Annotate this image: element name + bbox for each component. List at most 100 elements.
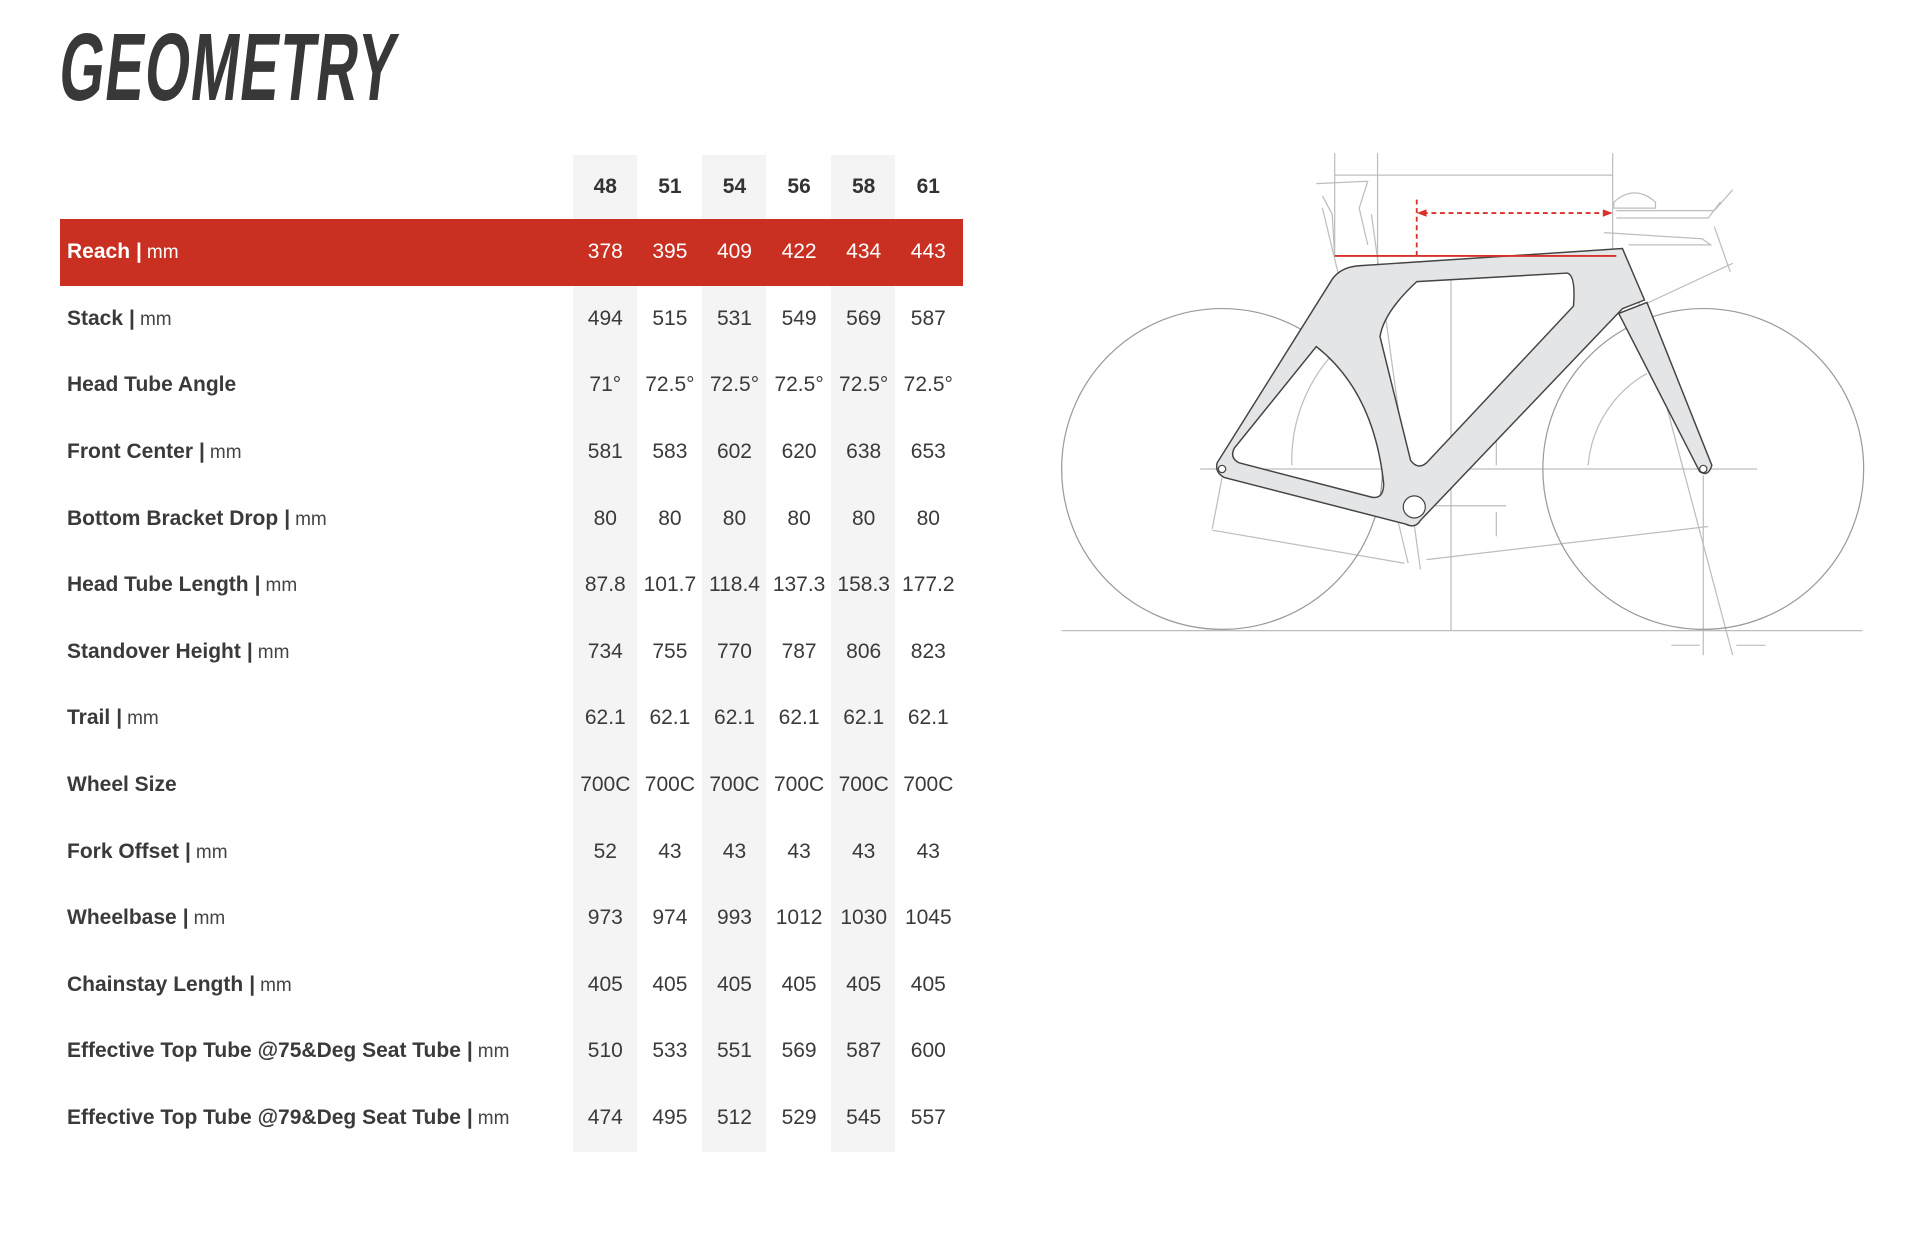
row-label-separator: | xyxy=(466,1106,473,1130)
row-label-name: Stack xyxy=(67,306,124,330)
table-row: Front Center | mm 581 583 602 620 638 653 xyxy=(60,419,963,486)
row-label-name: Effective Top Tube @75&Deg Seat Tube xyxy=(67,1039,461,1063)
column-stripe xyxy=(702,155,766,1152)
row-label: Chainstay Length | mm xyxy=(67,973,292,997)
value-cell: 495 xyxy=(652,1106,688,1130)
table-row: Chainstay Length | mm 405 405 405 405 405 405 xyxy=(60,952,963,1019)
row-label-name: Chainstay Length xyxy=(67,972,244,996)
table-row: Effective Top Tube @75&Deg Seat Tube | mm 5… xyxy=(60,1018,963,1085)
value-cell: 118.4 xyxy=(708,573,760,597)
value-cell: 515 xyxy=(652,306,688,330)
value-cell: 62.1 xyxy=(843,706,885,730)
size-header-row: 48 51 54 56 58 61 xyxy=(60,155,963,219)
value-cell: 569 xyxy=(846,306,882,330)
row-label-name: Bottom Bracket Drop xyxy=(67,506,279,530)
value-cell: 405 xyxy=(781,972,817,996)
value-cell: 587 xyxy=(910,306,946,330)
row-label-name: Trail xyxy=(67,706,111,730)
value-cell: 43 xyxy=(787,839,811,863)
value-cell: 405 xyxy=(716,972,752,996)
table-row: Standover Height | mm 734 755 770 787 806 823 xyxy=(60,619,963,686)
value-cell: 569 xyxy=(781,1039,817,1063)
value-cell: 600 xyxy=(910,1039,946,1063)
row-label-name: Head Tube Length xyxy=(67,573,249,597)
table-row: Head Tube Length | mm 87.8 101.7 118.4 137.3 15… xyxy=(60,552,963,619)
row-unit: mm xyxy=(477,1041,510,1063)
value-cell: 581 xyxy=(587,440,623,464)
bottom-bracket xyxy=(1402,495,1426,519)
value-cell: 787 xyxy=(781,639,817,663)
value-cell: 405 xyxy=(587,972,623,996)
value-cell: 72.5° xyxy=(903,373,953,397)
value-cell: 549 xyxy=(781,306,817,330)
row-unit: mm xyxy=(209,442,242,464)
value-cell: 474 xyxy=(587,1106,623,1130)
value-cell: 80 xyxy=(722,506,747,530)
value-cell: 512 xyxy=(716,1106,752,1130)
table-row: Head Tube Angle 71° 72.5° 72.5° 72.5° 72.5° 72… xyxy=(60,352,963,419)
value-cell: 43 xyxy=(916,839,940,863)
row-label-separator: | xyxy=(284,506,291,530)
size-header: 48 xyxy=(593,175,617,198)
row-label: Fork Offset | mm xyxy=(67,840,228,864)
row-label: Trail | mm xyxy=(67,706,159,730)
value-cell: 557 xyxy=(910,1106,946,1130)
row-label-separator: | xyxy=(182,906,189,930)
row-label-separator: | xyxy=(116,706,123,730)
row-unit: mm xyxy=(127,708,159,730)
value-cell: 422 xyxy=(781,240,817,264)
row-unit: mm xyxy=(295,508,327,530)
row-label: Head Tube Angle xyxy=(67,373,236,397)
value-cell: 62.1 xyxy=(649,706,691,730)
row-label-name: Standover Height xyxy=(67,639,241,663)
table-row: Reach | mm 378 395 409 422 434 443 xyxy=(60,219,963,286)
row-label-name: Effective Top Tube @79&Deg Seat Tube xyxy=(67,1106,461,1130)
row-unit: mm xyxy=(260,974,292,996)
value-cell: 80 xyxy=(916,506,940,530)
value-cell: 80 xyxy=(658,506,682,530)
value-cell: 1045 xyxy=(904,906,952,930)
value-cell: 510 xyxy=(587,1039,623,1063)
value-cell: 700C xyxy=(580,773,631,797)
row-label: Bottom Bracket Drop | mm xyxy=(67,507,327,531)
fork xyxy=(1617,301,1713,475)
row-label: Wheel Size xyxy=(67,773,177,797)
value-cell: 993 xyxy=(716,906,752,930)
row-unit: mm xyxy=(193,908,226,930)
table-row: Fork Offset | mm 52 43 43 43 43 43 xyxy=(60,818,963,885)
value-cell: 533 xyxy=(652,1039,688,1063)
value-cell: 52 xyxy=(593,839,617,863)
size-header: 61 xyxy=(916,175,940,198)
row-label-separator: | xyxy=(129,306,135,330)
row-unit: mm xyxy=(265,575,298,597)
row-label-name: Front Center xyxy=(67,440,193,464)
value-cell: 620 xyxy=(781,440,817,464)
value-cell: 137.3 xyxy=(772,573,826,597)
row-label: Head Tube Length | mm xyxy=(67,573,297,597)
value-cell: 43 xyxy=(722,839,747,863)
value-cell: 545 xyxy=(846,1106,882,1130)
row-unit: mm xyxy=(477,1108,510,1130)
value-cell: 72.5° xyxy=(839,373,889,397)
row-label-separator: | xyxy=(254,573,261,597)
value-cell: 443 xyxy=(910,240,946,264)
value-cell: 700C xyxy=(709,773,760,797)
table-row: Bottom Bracket Drop | mm 80 80 80 80 80 80 xyxy=(60,485,963,552)
value-cell: 71° xyxy=(589,373,622,397)
row-label-name: Head Tube Angle xyxy=(67,373,237,397)
frame xyxy=(1215,247,1646,527)
table-row: Wheelbase | mm 973 974 993 1012 1030 1045 xyxy=(60,885,963,952)
value-cell: 700C xyxy=(903,773,954,797)
size-header: 58 xyxy=(852,175,876,198)
value-cell: 395 xyxy=(652,240,688,264)
table-row: Effective Top Tube @79&Deg Seat Tube | mm 4… xyxy=(60,1085,963,1152)
row-unit: mm xyxy=(146,242,179,264)
value-cell: 638 xyxy=(846,440,882,464)
value-cell: 43 xyxy=(658,839,682,863)
value-cell: 62.1 xyxy=(778,706,820,730)
table-row: Trail | mm 62.1 62.1 62.1 62.1 62.1 62.1 xyxy=(60,685,963,752)
row-label-name: Wheelbase xyxy=(67,906,177,930)
value-cell: 587 xyxy=(846,1039,882,1063)
value-cell: 806 xyxy=(846,639,882,663)
value-cell: 973 xyxy=(587,906,623,930)
